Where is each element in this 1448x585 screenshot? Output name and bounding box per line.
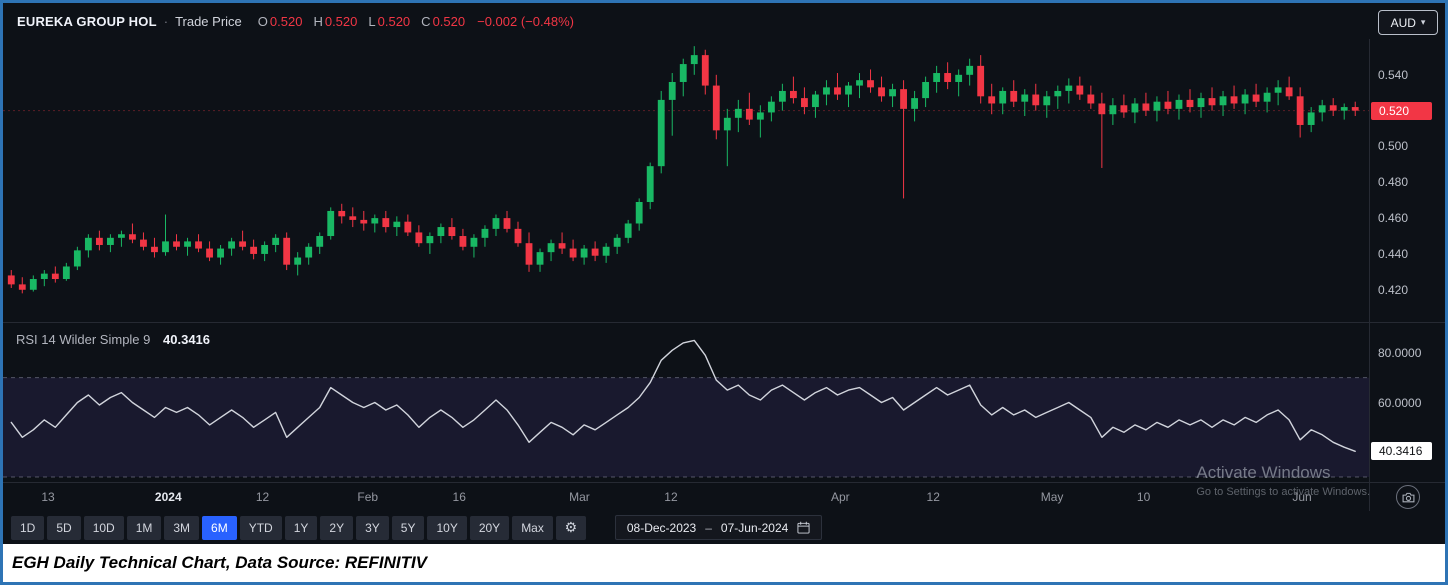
rsi-axis-tick: 60.0000 — [1378, 395, 1422, 410]
currency-selector[interactable]: AUD ▾ — [1378, 10, 1438, 35]
time-axis-label: 10 — [1136, 490, 1151, 504]
range-button-3m[interactable]: 3M — [164, 515, 200, 540]
range-button-10y[interactable]: 10Y — [427, 515, 467, 540]
time-axis-labels[interactable]: 13 2024 12 Feb 16 Mar 12 Apr 12 May 10 Jun — [3, 483, 1369, 511]
range-button-10d[interactable]: 10D — [83, 515, 124, 540]
range-button-3y[interactable]: 3Y — [356, 515, 389, 540]
date-range-picker[interactable]: 08-Dec-2023 – 07-Jun-2024 — [614, 515, 823, 540]
time-axis-label: 12 — [255, 490, 270, 504]
series-label: Trade Price — [175, 13, 242, 29]
chart-header: EUREKA GROUP HOL · Trade Price O 0.520 H 0.… — [3, 3, 1445, 39]
caption-bar: EGH Daily Technical Chart, Data Source: … — [3, 544, 1445, 582]
range-button-1y[interactable]: 1Y — [284, 515, 318, 540]
range-button-5y[interactable]: 5Y — [391, 515, 425, 540]
range-button-6m[interactable]: 6M — [202, 515, 237, 540]
ohlc-values: O 0.520 H 0.520 L 0.520 C 0.520 — [258, 14, 465, 29]
date-to: 07-Jun-2024 — [720, 520, 789, 535]
currency-label: AUD — [1390, 15, 1416, 30]
settings-button[interactable]: ⚙ — [555, 515, 586, 540]
range-button-max[interactable]: Max — [512, 515, 553, 540]
date-from: 08-Dec-2023 — [626, 520, 697, 535]
price-axis-tick: 0.440 — [1378, 246, 1409, 261]
toolbar: 1D 5D 10D 1M 3M 6M YTD 1Y 2Y 3Y 5Y 10Y 20Y Max ⚙ 08-D… — [3, 511, 1445, 544]
chart-region: EUREKA GROUP HOL · Trade Price O 0.520 H 0.… — [3, 3, 1445, 544]
ohlc-item: C 0.520 — [421, 13, 466, 29]
rsi-badge: 40.3416 — [1371, 442, 1432, 461]
rsi-header: RSI 14 Wilder Simple 9 40.3416 — [16, 332, 210, 347]
change-value: −0.002 (−0.48%) — [477, 13, 574, 29]
rsi-title[interactable]: RSI 14 Wilder Simple 9 — [16, 332, 151, 347]
price-chart[interactable] — [3, 39, 1369, 322]
time-axis-label: 13 — [41, 490, 55, 504]
range-button-ytd[interactable]: YTD — [239, 515, 282, 540]
time-axis-corner — [1369, 483, 1445, 511]
price-badge: 0.520 — [1371, 101, 1432, 120]
time-axis-label: Mar — [569, 490, 590, 504]
symbol-name[interactable]: EUREKA GROUP HOL — [17, 13, 157, 29]
time-axis-label: May — [1040, 490, 1064, 504]
ohlc-item: H 0.520 — [313, 13, 358, 29]
time-axis: 13 2024 12 Feb 16 Mar 12 Apr 12 May 10 Jun — [3, 482, 1445, 511]
time-axis-label: 16 — [452, 490, 466, 504]
rsi-axis-tick: 80.0000 — [1378, 345, 1422, 360]
price-axis-tick: 0.460 — [1378, 211, 1409, 226]
price-axis-tick: 0.500 — [1378, 139, 1409, 154]
ohlc-item: O 0.520 — [257, 13, 303, 29]
camera-button[interactable] — [1396, 485, 1420, 509]
rsi-chart[interactable] — [3, 323, 1369, 482]
time-axis-label: 12 — [664, 490, 678, 504]
range-buttons: 1D 5D 10D 1M 3M 6M YTD 1Y 2Y 3Y 5Y 10Y 20Y Max — [11, 515, 553, 540]
calendar-icon — [797, 521, 810, 534]
range-button-2y[interactable]: 2Y — [320, 515, 354, 540]
price-axis[interactable]: 0.520 0.5400.5200.5000.4800.4600.4400.42… — [1369, 39, 1445, 322]
ohlc-item: L 0.520 — [368, 13, 411, 29]
rsi-value: 40.3416 — [163, 332, 211, 347]
price-axis-tick: 0.420 — [1378, 282, 1409, 297]
price-axis-tick: 0.540 — [1378, 67, 1409, 82]
time-axis-label: Jun — [1292, 490, 1312, 504]
time-axis-label: 2024 — [154, 490, 182, 504]
camera-icon — [1402, 492, 1414, 502]
chevron-down-icon: ▾ — [1420, 17, 1426, 27]
range-button-20y[interactable]: 20Y — [469, 515, 510, 540]
header-separator: · — [163, 13, 169, 29]
time-axis-label: Apr — [831, 490, 850, 504]
price-axis-tick: 0.480 — [1378, 175, 1409, 190]
price-panel: 0.520 0.5400.5200.5000.4800.4600.4400.42… — [3, 39, 1445, 322]
range-button-1m[interactable]: 1M — [126, 515, 162, 540]
rsi-panel: RSI 14 Wilder Simple 9 40.3416 40.3416 8… — [3, 322, 1445, 482]
gear-icon: ⚙ — [564, 519, 578, 535]
time-axis-label: 12 — [926, 490, 940, 504]
date-range-separator: – — [705, 520, 712, 535]
caption-text: EGH Daily Technical Chart, Data Source: … — [12, 553, 428, 572]
time-axis-label: Feb — [357, 490, 379, 504]
rsi-axis[interactable]: 40.3416 80.0000 60.0000 — [1369, 323, 1445, 482]
range-button-5d[interactable]: 5D — [47, 515, 81, 540]
range-button-1d[interactable]: 1D — [11, 515, 45, 540]
